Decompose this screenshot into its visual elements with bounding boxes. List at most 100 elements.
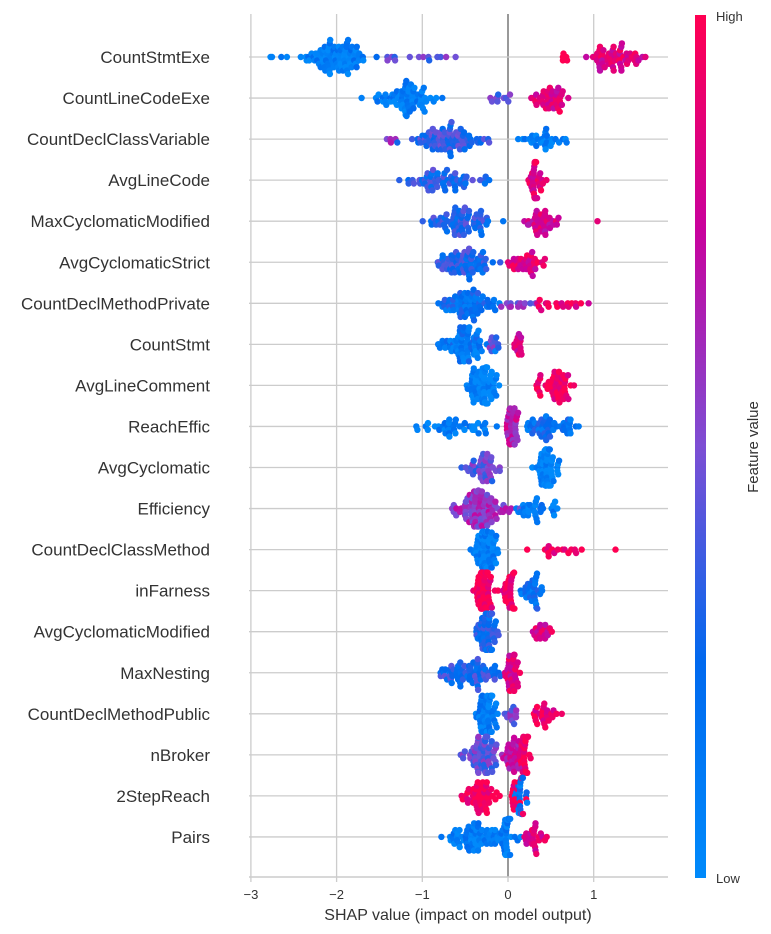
shap-point xyxy=(374,98,381,105)
feature-label: CountDeclClassMethod xyxy=(31,541,210,560)
shap-point xyxy=(442,187,449,194)
shap-point xyxy=(465,228,472,235)
shap-point xyxy=(429,187,436,194)
shap-point xyxy=(344,36,352,44)
shap-point xyxy=(493,334,500,341)
shap-point xyxy=(537,187,545,194)
shap-point xyxy=(394,139,401,146)
shap-point xyxy=(485,799,493,806)
shap-point xyxy=(555,471,562,478)
feature-row-points xyxy=(434,245,549,283)
shap-point xyxy=(358,94,365,102)
shap-point xyxy=(469,176,476,184)
shap-point xyxy=(478,231,485,238)
shap-point xyxy=(563,57,571,64)
feature-row-points xyxy=(448,487,561,530)
shap-point xyxy=(514,683,522,690)
shap-point xyxy=(527,755,534,762)
shap-point xyxy=(485,139,493,146)
colorbar-low-label: Low xyxy=(716,871,740,886)
shap-point xyxy=(408,135,416,143)
shap-point xyxy=(510,734,518,741)
shap-point xyxy=(510,720,518,728)
feature-row-points xyxy=(358,77,572,120)
shap-point xyxy=(461,146,468,153)
shap-point xyxy=(537,621,544,629)
shap-point xyxy=(344,70,352,78)
shap-point xyxy=(384,57,391,64)
shap-point xyxy=(476,337,484,345)
shap-point xyxy=(482,419,489,427)
shap-point xyxy=(497,672,504,680)
shap-point xyxy=(515,135,522,143)
shap-point xyxy=(414,426,421,433)
shap-point xyxy=(459,676,467,683)
shap-point xyxy=(452,53,459,61)
shap-point xyxy=(533,207,540,215)
shap-point xyxy=(451,231,459,238)
shap-point xyxy=(475,769,482,776)
shap-point xyxy=(491,638,498,646)
shap-point xyxy=(533,703,541,711)
shap-point xyxy=(490,296,498,304)
shap-point xyxy=(488,395,495,403)
shap-point xyxy=(511,405,518,412)
shap-point xyxy=(474,354,481,362)
shap-point xyxy=(474,655,481,663)
shap-point xyxy=(513,707,520,714)
shap-point xyxy=(554,303,561,310)
shap-point xyxy=(610,43,617,50)
shap-point xyxy=(492,618,499,625)
shap-point xyxy=(578,546,585,553)
shap-point xyxy=(488,98,496,105)
shap-point xyxy=(572,303,580,310)
shap-point xyxy=(447,152,454,160)
feature-label: CountStmtExe xyxy=(100,48,210,67)
shap-point xyxy=(514,409,522,416)
shap-point xyxy=(556,108,563,115)
shap-point xyxy=(382,91,389,98)
shap-point xyxy=(466,324,473,331)
shap-point xyxy=(489,692,496,699)
shap-point xyxy=(642,53,649,61)
shap-point xyxy=(523,799,531,806)
feature-row-points xyxy=(470,569,546,612)
shap-point xyxy=(507,303,514,310)
shap-point xyxy=(439,252,446,259)
shap-point xyxy=(443,211,450,218)
feature-row-points xyxy=(458,774,531,818)
shap-point xyxy=(403,77,410,85)
shap-point xyxy=(510,768,518,775)
shap-point xyxy=(464,799,472,806)
shap-point xyxy=(465,207,473,215)
shap-point xyxy=(612,546,619,553)
shap-point xyxy=(474,847,482,854)
shap-point xyxy=(542,621,549,629)
shap-point xyxy=(577,300,585,307)
shap-point xyxy=(559,303,567,310)
feature-label: AvgLineCode xyxy=(108,171,210,190)
beeswarm-points xyxy=(267,36,649,859)
shap-point xyxy=(500,218,507,225)
shap-point xyxy=(567,430,574,437)
shap-point xyxy=(456,826,463,834)
feature-label: CountDeclClassVariable xyxy=(27,130,210,149)
shap-point xyxy=(492,306,499,314)
shap-point xyxy=(491,826,499,834)
shap-point xyxy=(465,785,472,793)
shap-point xyxy=(546,446,553,453)
shap-point xyxy=(567,416,574,423)
shap-point xyxy=(542,231,549,238)
feature-row-points xyxy=(435,324,525,365)
shap-point xyxy=(442,53,450,61)
shap-point xyxy=(474,419,482,427)
shap-point xyxy=(429,166,437,174)
shap-point xyxy=(432,129,440,136)
shap-point xyxy=(519,774,527,782)
shap-point xyxy=(479,293,486,300)
shap-point xyxy=(491,662,499,670)
shap-point xyxy=(452,170,459,177)
x-tick-label: 0 xyxy=(504,887,511,902)
feature-row-points xyxy=(396,158,550,202)
shap-point xyxy=(539,505,547,512)
